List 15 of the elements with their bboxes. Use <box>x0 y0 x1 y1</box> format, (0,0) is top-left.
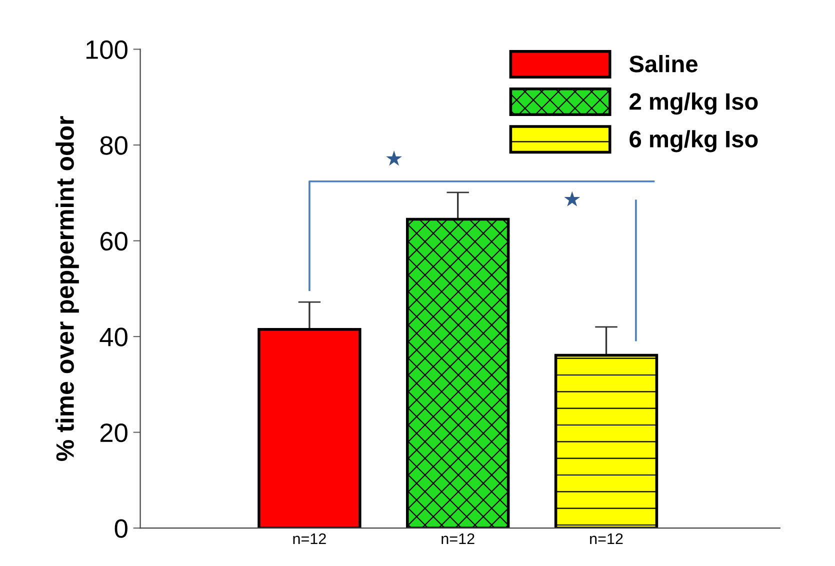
y-tick-label: 40 <box>100 328 128 346</box>
y-tick-label: 60 <box>100 232 128 251</box>
legend-label: 2 mg/kg Iso <box>630 92 758 115</box>
legend-label: 6 mg/kg Iso <box>630 130 758 152</box>
x-tick-label: n=12 <box>442 533 474 544</box>
annotation: ★ <box>564 191 580 206</box>
x-tick-label: n=12 <box>293 533 326 544</box>
y-axis-title: % time over peppermint odor <box>56 116 79 461</box>
y-tick-label: 100 <box>86 40 128 60</box>
legend-label: Saline <box>629 55 698 72</box>
y-tick-label: 80 <box>100 136 128 155</box>
y-tick-label: 0 <box>114 519 128 538</box>
y-tick-label: 20 <box>100 423 128 442</box>
annotation: ★ <box>386 150 402 166</box>
x-tick-label: n=12 <box>590 533 623 544</box>
